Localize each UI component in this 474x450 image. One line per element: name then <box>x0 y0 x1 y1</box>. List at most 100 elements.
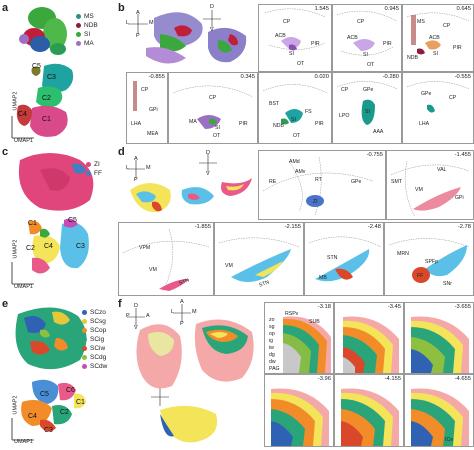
region-label-fs: FS <box>305 109 312 115</box>
region-label-ma: MA <box>189 119 197 125</box>
legend-dot <box>82 346 87 351</box>
legend-dot <box>82 310 87 315</box>
legend-e: SCzo SCsg SCop SCig SCiw SCdg SCdw <box>82 308 107 371</box>
panel-letter-d: d <box>118 146 125 158</box>
region-label-sub: SUB <box>309 319 320 325</box>
region-label-ot: OT <box>297 61 305 67</box>
region-label-aaa: AAA <box>373 129 384 135</box>
section-coordinate: 0.345 <box>240 74 255 80</box>
umap1-axis-label: UMAP1 <box>14 138 33 144</box>
section-coordinate: 1.545 <box>314 6 329 12</box>
legend-item: SI <box>76 30 98 39</box>
region-label-gpe: GPe <box>363 87 374 93</box>
region-label-op: op <box>269 331 275 337</box>
compass-label-v: V <box>206 171 210 177</box>
region-label-stn: STN <box>327 255 338 261</box>
region-label-si: SI <box>289 51 294 57</box>
compass-label-p: P <box>126 313 130 319</box>
section-f4: -3.96 <box>264 374 334 447</box>
region-label-gpi: GPi <box>149 107 158 113</box>
section-coordinate: 0.945 <box>384 6 399 12</box>
section-b3: 0.645 MS CP NDB ACB SI PIR <box>402 4 474 72</box>
legend-dot <box>82 364 87 369</box>
panel-letter-c: c <box>2 146 9 158</box>
legend-dot <box>82 319 87 324</box>
umap2-axis-label: UMAP2 <box>12 239 19 259</box>
region-label-pir: PIR <box>311 41 320 47</box>
section-d4: -2.155 VM STN <box>214 222 304 296</box>
umap2-axis-label: UMAP2 <box>12 395 19 415</box>
region-label-pag: PAG <box>269 366 280 372</box>
region-label-gpe: GPe <box>351 179 362 185</box>
region-label-rt: RT <box>315 177 322 183</box>
legend-a: MS NDB SI MA <box>76 12 98 48</box>
region-label-si: SI <box>215 125 220 131</box>
region-label-smt: SMT <box>391 179 402 185</box>
legend-dot <box>82 337 87 342</box>
region-label-gpe: GPe <box>421 91 432 97</box>
compass-label-a: A <box>134 156 138 162</box>
region-umap-scatter <box>15 307 87 370</box>
section-f3: -3.655 <box>404 302 474 374</box>
section-b2: 0.945 CP ACB SI PIR OT <box>332 4 402 72</box>
region-label-dg: dg <box>269 352 275 358</box>
section-coordinate: 0.020 <box>314 74 329 80</box>
region-umap-scatter <box>19 7 67 55</box>
compass-label-v: V <box>134 325 138 331</box>
region-label-si: SI <box>291 117 296 123</box>
region-label-acb: ACB <box>347 35 358 41</box>
compass-icon <box>128 14 148 34</box>
compass-icon <box>127 160 145 178</box>
section-coordinate: -1.455 <box>454 152 471 158</box>
legend-label-scop: SCop <box>90 327 107 334</box>
region-label-lha: LHA <box>419 121 430 127</box>
region-label-ot: OT <box>293 133 301 139</box>
section-coordinate: -3.96 <box>317 376 331 382</box>
section-b5: 0.020 BST SI FS NDB OT PIR <box>258 72 332 144</box>
compass-label-p: P <box>134 177 138 183</box>
region-label-ms: MS <box>417 19 425 25</box>
section-b6: -0.280 CP GPe SI LPO AAA <box>332 72 402 144</box>
region-label-cp: CP <box>283 19 291 25</box>
region-label-ig: ig <box>269 338 274 344</box>
section-b7-b8: -0.555 GPe CP LHA <box>402 72 474 144</box>
section-coordinate: -2.155 <box>284 224 301 230</box>
cluster-label-c3: C3 <box>47 74 56 81</box>
compass-label-a2: A <box>180 299 184 305</box>
region-label-cp: CP <box>443 23 451 29</box>
compass-label-a: A <box>136 10 140 16</box>
legend-c: ZI FF <box>86 160 102 178</box>
legend-dot <box>76 32 81 37</box>
cluster-label-c2: C2 <box>60 409 69 416</box>
cluster-label-c2: C2 <box>42 95 51 102</box>
legend-item: SCzo <box>82 308 107 317</box>
panel-e: C5 C1 C2 C4 C3 C6 UMAP2 UMAP1 <box>10 302 115 445</box>
section-coordinate: -4.155 <box>384 376 401 382</box>
region-label-mea: MEA <box>147 131 159 137</box>
section-d6: -2.78 MRN SPFp FF SNr <box>384 222 474 296</box>
region-label-si: SI <box>365 109 370 115</box>
compass-label-l: L <box>126 165 130 171</box>
region-label-re: RE <box>269 179 277 185</box>
cluster-label-c3: C3 <box>44 427 53 434</box>
section-f2: -3.45 <box>334 302 404 374</box>
legend-label-ma: MA <box>84 40 94 47</box>
region-label-val: VAL <box>437 167 447 173</box>
legend-dot <box>82 328 87 333</box>
region-label-cp: CP <box>141 87 149 93</box>
region-label-ot: OT <box>367 62 375 68</box>
region-label-vm: VM <box>225 263 233 269</box>
region-umap-scatter <box>18 153 94 211</box>
region-label-lpo: LPO <box>339 113 350 119</box>
cluster-label-c5: C5 <box>68 217 77 224</box>
region-label-zi: ZI <box>313 199 318 205</box>
compass-icon <box>127 308 145 326</box>
section-coordinate: -2.78 <box>457 224 471 230</box>
section-d2: -1.455 VAL SMT VM GPi <box>386 150 474 220</box>
umap1-axis-label: UMAP1 <box>14 439 33 445</box>
compass-label-p: P <box>136 33 140 39</box>
region-label-ot: OT <box>213 133 221 139</box>
legend-item: NDB <box>76 21 98 30</box>
compass-icon-2 <box>203 10 221 28</box>
section-coordinate: -2.48 <box>367 224 381 230</box>
